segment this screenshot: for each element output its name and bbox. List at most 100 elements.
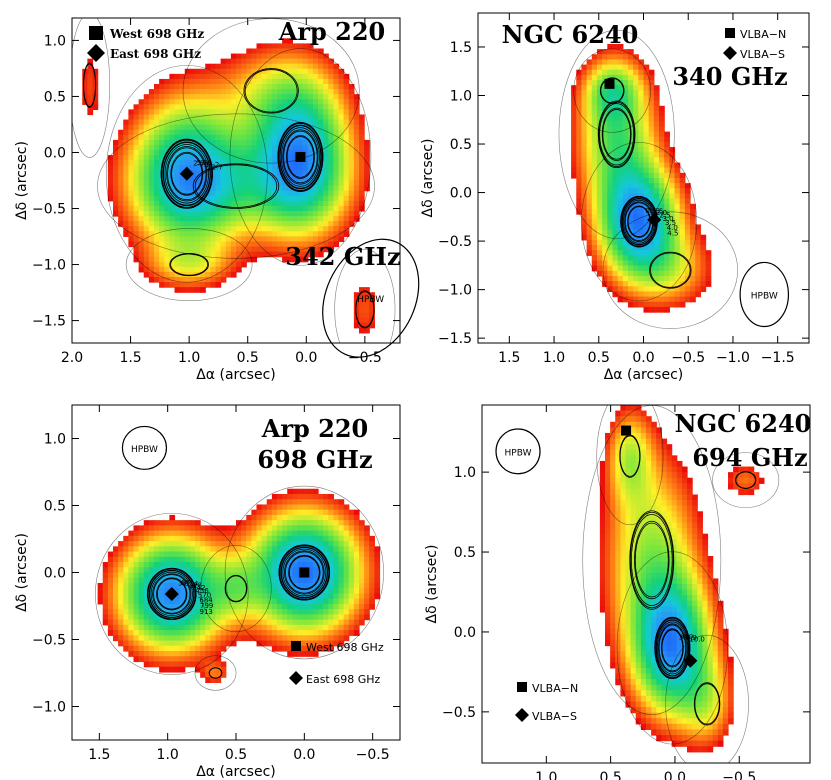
map-pixel <box>748 488 755 496</box>
map-pixel <box>128 160 135 166</box>
map-pixel <box>622 64 629 71</box>
map-pixel <box>348 129 355 136</box>
map-pixel <box>107 582 114 589</box>
map-pixel <box>669 301 676 308</box>
map-pixel <box>338 582 345 589</box>
map-pixel <box>236 567 242 574</box>
map-pixel <box>343 210 350 217</box>
map-pixel <box>277 645 283 652</box>
map-pixel <box>648 69 655 76</box>
map-pixel <box>148 266 155 273</box>
map-pixel <box>184 160 191 166</box>
map-pixel <box>312 577 319 584</box>
map-pixel <box>266 205 273 212</box>
map-pixel <box>635 472 642 479</box>
map-pixel <box>679 203 686 210</box>
map-pixel <box>123 165 129 171</box>
map-pixel <box>307 598 314 605</box>
map-pixel <box>174 216 181 222</box>
map-pixel <box>307 200 314 207</box>
map-pixel <box>220 572 227 579</box>
map-pixel <box>102 572 109 579</box>
map-pixel <box>695 286 701 293</box>
map-pixel <box>287 210 293 217</box>
map-pixel <box>241 165 247 171</box>
map-pixel <box>159 256 165 263</box>
map-pixel <box>266 577 273 584</box>
map-pixel <box>236 241 242 248</box>
map-pixel <box>610 488 616 496</box>
map-pixel <box>333 635 340 642</box>
map-pixel <box>684 224 691 231</box>
map-pixel <box>271 514 278 521</box>
map-pixel <box>661 477 668 484</box>
map-pixel <box>674 265 681 272</box>
map-pixel <box>118 200 124 207</box>
map-pixel <box>687 500 693 507</box>
map-pixel <box>138 165 145 171</box>
map-pixel <box>107 175 114 182</box>
map-pixel <box>195 530 201 537</box>
map-pixel <box>87 84 94 90</box>
map-pixel <box>648 193 655 200</box>
map-pixel <box>179 210 186 217</box>
map-pixel <box>205 139 211 146</box>
map-pixel <box>241 530 247 537</box>
map-pixel <box>681 494 688 501</box>
map-pixel <box>653 178 660 184</box>
map-pixel <box>225 68 232 75</box>
map-pixel <box>179 109 186 116</box>
map-pixel <box>148 185 155 192</box>
map-pixel <box>359 195 365 202</box>
map-pixel <box>246 129 252 136</box>
map-pixel <box>92 94 99 100</box>
map-pixel <box>164 119 170 126</box>
map-pixel <box>292 624 299 631</box>
map-pixel <box>195 645 201 652</box>
map-pixel <box>302 488 309 495</box>
map-pixel <box>591 157 598 164</box>
map-pixel <box>617 49 624 55</box>
map-pixel <box>338 598 345 605</box>
map-pixel <box>651 477 657 484</box>
map-pixel <box>633 147 639 153</box>
map-pixel <box>179 236 186 243</box>
map-pixel <box>282 645 288 652</box>
map-pixel <box>364 170 370 177</box>
map-pixel <box>586 147 593 153</box>
map-pixel <box>633 224 639 231</box>
map-pixel <box>154 150 160 156</box>
map-pixel <box>333 129 340 136</box>
map-pixel <box>620 472 627 479</box>
map-pixel <box>612 260 619 267</box>
map-pixel <box>230 139 237 146</box>
map-pixel <box>323 89 329 95</box>
map-pixel <box>596 234 603 241</box>
map-pixel <box>312 231 319 237</box>
map-pixel <box>179 175 186 182</box>
contour-line <box>164 144 209 204</box>
map-pixel <box>627 234 634 241</box>
map-pixel <box>318 170 324 177</box>
map-pixel <box>287 541 293 547</box>
map-pixel <box>220 588 227 595</box>
map-pixel <box>179 551 186 558</box>
map-pixel <box>684 255 691 262</box>
map-pixel <box>302 165 309 171</box>
map-pixel <box>195 556 201 563</box>
map-pixel <box>174 205 181 212</box>
map-pixel <box>615 444 621 451</box>
map-pixel <box>338 577 345 584</box>
map-pixel <box>661 522 668 529</box>
map-pixel <box>205 266 211 273</box>
map-pixel <box>576 152 583 158</box>
map-pixel <box>307 493 314 500</box>
map-pixel <box>179 241 186 248</box>
map-pixel <box>107 630 114 636</box>
map-pixel <box>164 588 170 595</box>
map-pixel <box>333 241 340 248</box>
map-pixel <box>215 251 222 258</box>
map-pixel <box>643 147 650 153</box>
map-pixel <box>225 134 232 141</box>
map-pixel <box>700 275 707 282</box>
